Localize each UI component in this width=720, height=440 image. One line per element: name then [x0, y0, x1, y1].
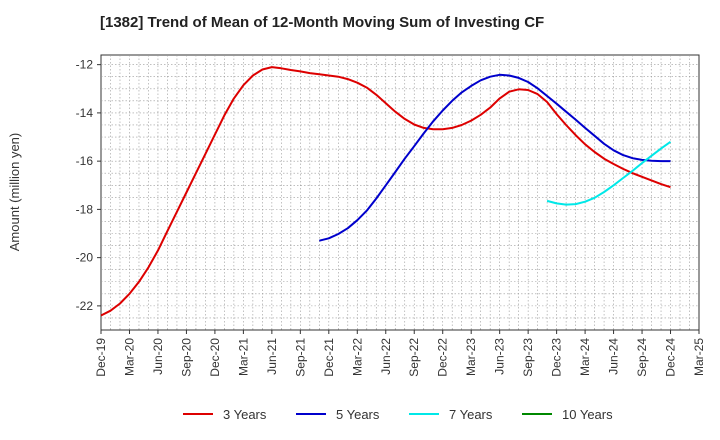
series-lines — [100, 66, 672, 317]
x-tick-label: Jun-23 — [493, 338, 507, 375]
y-tick-label: -18 — [76, 202, 94, 216]
y-axis-ticks: -12 -14 -16 -18 -20 -22 — [76, 58, 101, 313]
y-tick-label: -14 — [76, 106, 94, 120]
plot-area — [100, 54, 700, 331]
x-tick-label: Mar-22 — [350, 338, 364, 376]
x-axis-ticks: Dec-19 Mar-20 Jun-20 Sep-20 Dec-20 Mar-21 Jun-… — [94, 330, 706, 377]
x-tick-label: Mar-25 — [692, 338, 706, 376]
x-tick-label: Dec-23 — [550, 338, 564, 377]
x-tick-label: Mar-21 — [236, 338, 250, 376]
legend-label: 5 Years — [336, 407, 380, 422]
chart-title: [1382] Trend of Mean of 12-Month Moving … — [100, 14, 545, 31]
x-tick-label: Sep-24 — [635, 338, 649, 377]
y-tick-label: -22 — [76, 299, 94, 313]
x-tick-label: Jun-21 — [265, 338, 279, 375]
x-tick-label: Dec-19 — [94, 338, 108, 377]
x-tick-label: Mar-20 — [122, 338, 136, 376]
series-line-5-years — [319, 73, 671, 242]
x-tick-label: Sep-23 — [521, 338, 535, 377]
x-tick-label: Sep-22 — [407, 338, 421, 377]
y-tick-label: -20 — [76, 251, 94, 265]
grid — [101, 55, 699, 330]
legend-label: 3 Years — [223, 407, 267, 422]
x-tick-label: Dec-20 — [208, 338, 222, 377]
x-tick-label: Jun-22 — [379, 338, 393, 375]
y-tick-label: -16 — [76, 154, 94, 168]
y-axis-title: Amount (million yen) — [7, 133, 22, 252]
x-tick-label: Jun-20 — [151, 338, 165, 375]
x-tick-label: Dec-21 — [322, 338, 336, 377]
legend-label: 7 Years — [449, 407, 493, 422]
x-tick-label: Dec-24 — [664, 338, 678, 377]
legend-label: 10 Years — [562, 407, 613, 422]
x-tick-label: Sep-20 — [179, 338, 193, 377]
x-tick-label: Mar-24 — [578, 338, 592, 376]
x-tick-label: Jun-24 — [607, 338, 621, 375]
series-line-7-years — [546, 140, 672, 206]
x-tick-label: Mar-23 — [464, 338, 478, 376]
legend: 3 Years 5 Years 7 Years 10 Years — [183, 407, 613, 422]
series-line-3-years — [100, 66, 671, 317]
y-tick-label: -12 — [76, 58, 94, 72]
x-tick-label: Dec-22 — [436, 338, 450, 377]
x-tick-label: Sep-21 — [293, 338, 307, 377]
